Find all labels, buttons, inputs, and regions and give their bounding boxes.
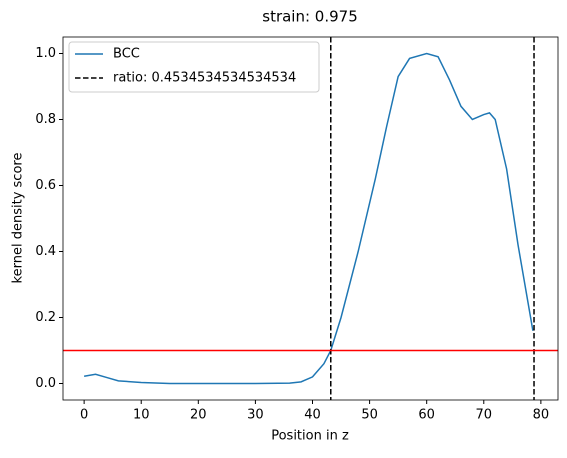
x-axis-label: Position in z (271, 429, 349, 444)
x-tick-label: 10 (133, 408, 150, 423)
x-tick-label: 70 (476, 408, 493, 423)
x-tick-label: 30 (247, 408, 264, 423)
y-tick-label: 1.0 (35, 46, 56, 61)
x-tick-label: 80 (533, 408, 550, 423)
legend-label: BCC (113, 47, 140, 62)
legend-box (68, 41, 320, 93)
x-tick-label: 0 (80, 408, 88, 423)
plot-frame (62, 36, 559, 401)
y-tick-label: 0.4 (35, 244, 56, 259)
x-tick-label: 50 (361, 408, 378, 423)
y-tick-label: 0.2 (35, 310, 56, 325)
data-line (83, 52, 534, 385)
x-tick-label: 60 (418, 408, 435, 423)
y-tick-label: 0.0 (35, 376, 56, 391)
y-tick-label: 0.8 (35, 112, 56, 127)
x-tick-label: 40 (304, 408, 321, 423)
y-axis-label: kernel density score (11, 153, 26, 284)
legend-label: ratio: 0.4534534534534534 (113, 71, 296, 86)
chart-title: strain: 0.975 (262, 8, 358, 26)
y-tick-label: 0.6 (35, 178, 56, 193)
x-tick-label: 20 (190, 408, 207, 423)
